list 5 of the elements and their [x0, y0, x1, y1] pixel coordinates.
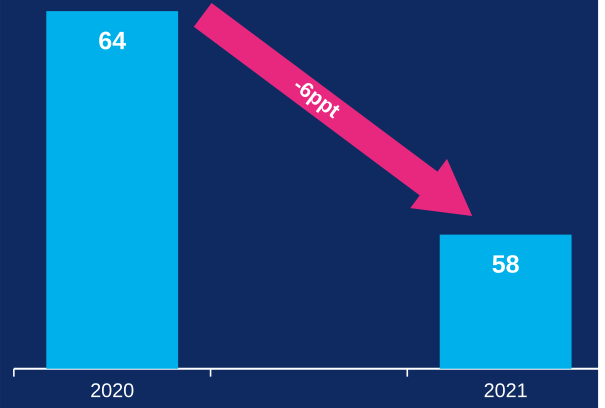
data-label: 64	[99, 32, 126, 50]
data-label: 58	[492, 254, 519, 273]
annotation: -6ppt	[295, 82, 340, 118]
x-tick-label: 2021	[484, 383, 527, 398]
x-tick-label: 2020	[91, 383, 134, 398]
